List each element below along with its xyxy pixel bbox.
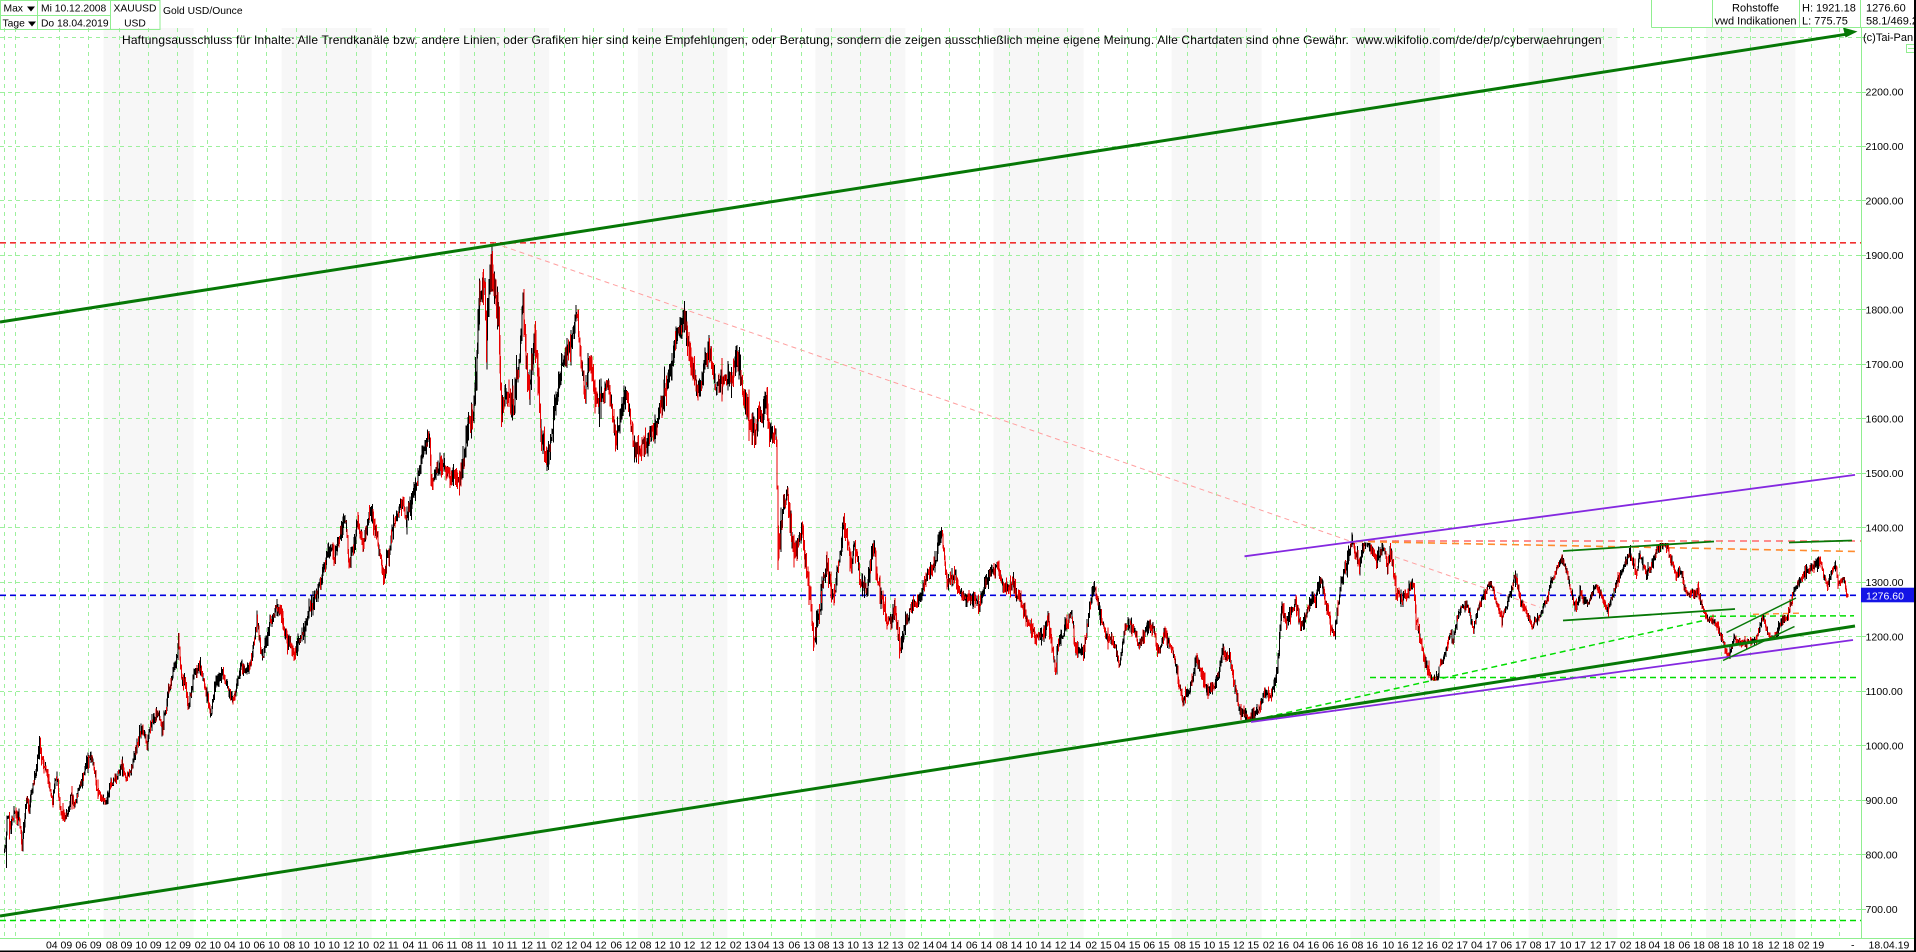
svg-text:12 14: 12 14 — [1055, 940, 1081, 952]
svg-text:12 11: 12 11 — [521, 940, 547, 952]
svg-text:06 11: 06 11 — [432, 940, 458, 952]
svg-text:10 09: 10 09 — [135, 940, 161, 952]
svg-text:10 16: 10 16 — [1382, 940, 1408, 952]
svg-text:1600.00: 1600.00 — [1866, 414, 1904, 426]
svg-text:02 16: 02 16 — [1263, 940, 1289, 952]
svg-text:08 10: 08 10 — [283, 940, 309, 952]
svg-text:04 15: 04 15 — [1114, 940, 1140, 952]
svg-text:06 12: 06 12 — [610, 940, 636, 952]
svg-text:Gold USD/Ounce: Gold USD/Ounce — [163, 6, 243, 17]
svg-text:Do 18.04.2019: Do 18.04.2019 — [41, 19, 109, 30]
svg-text:(c)Tai-Pan: (c)Tai-Pan — [1863, 32, 1913, 44]
svg-text:12 10: 12 10 — [343, 940, 369, 952]
svg-text:02 11: 02 11 — [373, 940, 399, 952]
svg-text:1100.00: 1100.00 — [1866, 686, 1903, 698]
svg-text:10 18: 10 18 — [1737, 940, 1763, 952]
svg-text:2200.00: 2200.00 — [1866, 87, 1904, 99]
svg-text:08 17: 08 17 — [1530, 940, 1556, 952]
svg-text:08 12: 08 12 — [640, 940, 666, 952]
svg-text:Mi 10.12.2008: Mi 10.12.2008 — [41, 4, 107, 15]
svg-text:02 12: 02 12 — [551, 940, 577, 952]
svg-text:08 15: 08 15 — [1174, 940, 1200, 952]
svg-text:02 10: 02 10 — [195, 940, 221, 952]
svg-text:10 11: 10 11 — [492, 940, 518, 952]
svg-text:1800.00: 1800.00 — [1866, 305, 1904, 317]
svg-text:2100.00: 2100.00 — [1866, 141, 1904, 153]
svg-text:04 17: 04 17 — [1471, 940, 1497, 952]
svg-text:10 17: 10 17 — [1560, 940, 1586, 952]
svg-text:1000.00: 1000.00 — [1866, 740, 1904, 752]
svg-text:04 14: 04 14 — [936, 940, 962, 952]
svg-text:18.04.19: 18.04.19 — [1869, 940, 1910, 952]
svg-text:58.1/469.2: 58.1/469.2 — [1866, 16, 1916, 28]
svg-text:1900.00: 1900.00 — [1866, 250, 1904, 262]
svg-text:12 09: 12 09 — [165, 940, 191, 952]
svg-text:06 09: 06 09 — [75, 940, 101, 952]
svg-text:08 09: 08 09 — [106, 940, 132, 952]
svg-text:04 13: 04 13 — [758, 940, 784, 952]
svg-text:1300.00: 1300.00 — [1866, 577, 1904, 589]
svg-text:02 13: 02 13 — [730, 940, 756, 952]
svg-text:06 13: 06 13 — [789, 940, 815, 952]
svg-text:04 12: 04 12 — [580, 940, 606, 952]
svg-text:10 13: 10 13 — [847, 940, 873, 952]
svg-text:900.00: 900.00 — [1866, 795, 1898, 807]
svg-text:08 13: 08 13 — [818, 940, 844, 952]
svg-text:USD: USD — [124, 19, 146, 30]
svg-text:12 13: 12 13 — [877, 940, 903, 952]
svg-text:02 14: 02 14 — [908, 940, 934, 952]
svg-text:Haftungsausschluss für Inhalte: Haftungsausschluss für Inhalte: Alle Tre… — [122, 33, 1602, 47]
svg-text:1500.00: 1500.00 — [1866, 468, 1904, 480]
svg-text:1700.00: 1700.00 — [1866, 359, 1904, 371]
svg-text:06 14: 06 14 — [966, 940, 992, 952]
svg-text:1200.00: 1200.00 — [1866, 631, 1904, 643]
svg-text:Max: Max — [4, 4, 24, 15]
svg-text:12 16: 12 16 — [1412, 940, 1438, 952]
svg-text:10 15: 10 15 — [1204, 940, 1230, 952]
svg-text:1276.60: 1276.60 — [1866, 590, 1904, 602]
svg-text:800.00: 800.00 — [1866, 849, 1898, 861]
svg-text:02 15: 02 15 — [1085, 940, 1111, 952]
svg-text:04 10: 04 10 — [224, 940, 250, 952]
svg-text:06 16: 06 16 — [1322, 940, 1348, 952]
svg-text:700.00: 700.00 — [1866, 904, 1898, 916]
svg-text:04 16: 04 16 — [1293, 940, 1319, 952]
svg-text:2000.00: 2000.00 — [1866, 196, 1904, 208]
svg-text:12 18: 12 18 — [1768, 940, 1794, 952]
svg-text:06 18: 06 18 — [1679, 940, 1705, 952]
svg-text:08 14: 08 14 — [996, 940, 1022, 952]
svg-text:04 18: 04 18 — [1649, 940, 1675, 952]
svg-text:02 19: 02 19 — [1798, 940, 1824, 952]
svg-text:06 15: 06 15 — [1143, 940, 1169, 952]
svg-text:Rohstoffe: Rohstoffe — [1732, 3, 1779, 15]
svg-text:02 17: 02 17 — [1442, 940, 1468, 952]
svg-text:08 11: 08 11 — [461, 940, 487, 952]
svg-text:10 14: 10 14 — [1025, 940, 1051, 952]
svg-text:08 16: 08 16 — [1352, 940, 1378, 952]
svg-text:1400.00: 1400.00 — [1866, 522, 1904, 534]
svg-text:06 10: 06 10 — [253, 940, 279, 952]
svg-text:10 12: 10 12 — [669, 940, 695, 952]
svg-text:12 17: 12 17 — [1590, 940, 1616, 952]
svg-text:Tage: Tage — [3, 19, 26, 30]
svg-text:1276.60: 1276.60 — [1866, 3, 1906, 15]
svg-text:04 09: 04 09 — [46, 940, 72, 952]
svg-text:12 12: 12 12 — [700, 940, 726, 952]
svg-text:06 17: 06 17 — [1500, 940, 1526, 952]
svg-text:10 10: 10 10 — [314, 940, 340, 952]
svg-text:vwd Indikationen: vwd Indikationen — [1715, 16, 1797, 28]
svg-text:04 11: 04 11 — [403, 940, 429, 952]
svg-text:08 18: 08 18 — [1708, 940, 1734, 952]
svg-text:02 18: 02 18 — [1620, 940, 1646, 952]
svg-text:XAUUSD: XAUUSD — [114, 4, 157, 15]
svg-text:H: 1921.18: H: 1921.18 — [1802, 3, 1856, 15]
svg-text:-: - — [1851, 940, 1855, 952]
svg-text:L: 775.75: L: 775.75 — [1802, 16, 1848, 28]
svg-text:12 15: 12 15 — [1233, 940, 1259, 952]
